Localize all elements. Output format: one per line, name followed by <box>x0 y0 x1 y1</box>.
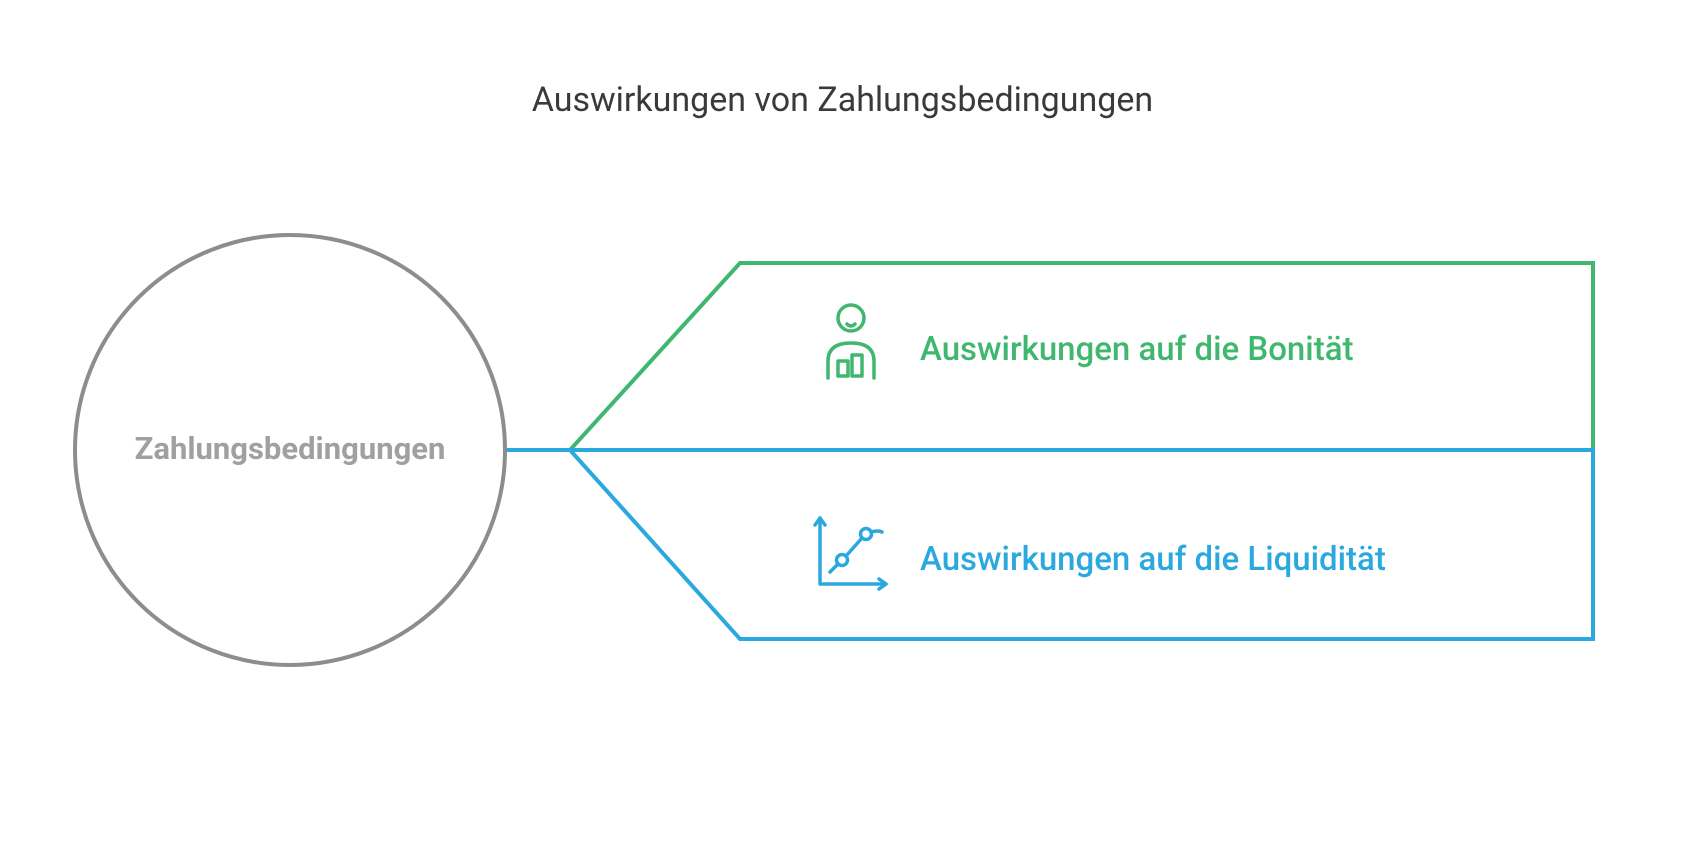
source-circle-label: Zahlungsbedingungen <box>75 430 505 467</box>
branch-bottom-label: Auswirkungen auf die Liquidität <box>920 540 1386 579</box>
diagram-svg <box>0 0 1685 844</box>
line-graph-icon <box>808 510 894 596</box>
person-chart-icon <box>808 298 894 384</box>
branch-top-label: Auswirkungen auf die Bonität <box>920 330 1353 369</box>
